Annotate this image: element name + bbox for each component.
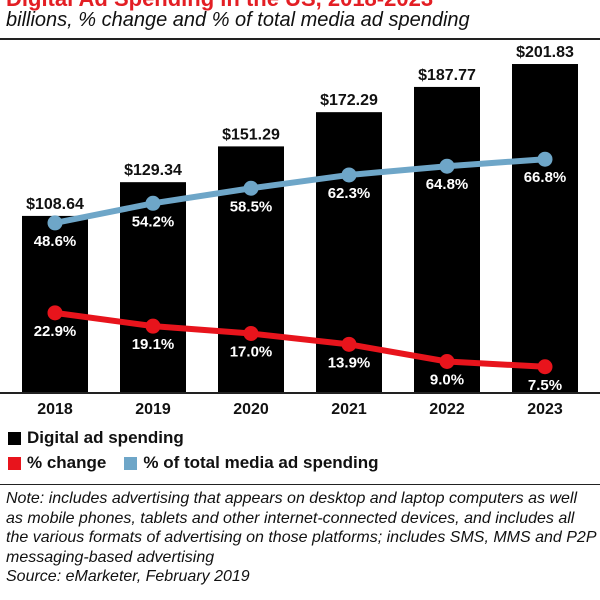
change-point-2022 <box>439 354 455 369</box>
bar-label-2021: $172.29 <box>320 92 378 109</box>
chart-title: Digital Ad Spending in the US, 2018-2023 <box>6 0 433 12</box>
top-divider <box>0 38 600 40</box>
change-point-2018 <box>47 305 63 321</box>
legend-label-change: % change <box>27 453 107 472</box>
change-label-2022: 9.0% <box>430 372 464 389</box>
bar-2019 <box>120 182 186 393</box>
legend-label-spending: Digital ad spending <box>27 428 184 447</box>
bar-label-2022: $187.77 <box>418 67 476 84</box>
source-text: Source: eMarketer, February 2019 <box>6 568 250 585</box>
x-tick-2019: 2019 <box>135 401 171 418</box>
chart-plot: $108.64 2018 $129.34 2019 $151.29 2020 $172.29… <box>0 44 600 418</box>
bar-2022 <box>414 86 480 393</box>
share-point-2021 <box>341 167 357 183</box>
change-line <box>54 309 546 370</box>
bar-label-2020: $151.29 <box>222 126 280 143</box>
share-label-2022: 64.8% <box>426 176 469 193</box>
share-label-2021: 62.3% <box>328 185 371 202</box>
share-label-2019: 54.2% <box>132 213 175 230</box>
note-text: Note: includes advertising that appears … <box>6 490 596 566</box>
legend-swatch-change <box>8 456 21 470</box>
x-tick-2021: 2021 <box>331 401 367 418</box>
x-tick-2020: 2020 <box>233 401 269 418</box>
bar-2018 <box>22 215 88 393</box>
bar-2023 <box>512 64 578 394</box>
legend-label-share: % of total media ad spending <box>143 453 379 472</box>
change-label-2019: 19.1% <box>132 336 175 353</box>
change-point-2020 <box>243 326 259 341</box>
change-label-2020: 17.0% <box>230 344 273 361</box>
bar-label-2018: $108.64 <box>26 196 84 213</box>
share-point-2022 <box>439 158 455 174</box>
change-point-2023 <box>537 359 553 375</box>
share-label-2020: 58.5% <box>230 198 273 215</box>
share-label-2023: 66.8% <box>524 169 567 186</box>
share-point-2023 <box>537 151 553 167</box>
bar-label-2019: $129.34 <box>124 162 182 179</box>
legend-item-change: % change % of total media ad spending <box>8 453 379 473</box>
share-point-2020 <box>243 180 259 196</box>
legend-swatch-spending <box>8 431 21 445</box>
note-divider <box>0 484 600 485</box>
change-label-2021: 13.9% <box>328 354 371 371</box>
share-point-2018 <box>47 215 63 231</box>
change-label-2018: 22.9% <box>34 323 77 340</box>
x-tick-2023: 2023 <box>527 401 563 418</box>
legend-swatch-share <box>124 456 138 470</box>
x-tick-2022: 2022 <box>429 401 465 418</box>
legend-item-spending: Digital ad spending <box>8 428 184 448</box>
chart-subtitle: billions, % change and % of total media … <box>6 9 470 31</box>
share-label-2018: 48.6% <box>34 233 77 250</box>
note-block: Note: includes advertising that appears … <box>6 489 598 587</box>
share-line <box>54 156 546 226</box>
change-point-2021 <box>341 336 357 352</box>
change-point-2019 <box>145 318 161 334</box>
change-label-2023: 7.5% <box>528 377 562 394</box>
x-tick-2018: 2018 <box>37 401 73 418</box>
share-point-2019 <box>145 195 161 211</box>
bar-label-2023: $201.83 <box>516 44 574 61</box>
